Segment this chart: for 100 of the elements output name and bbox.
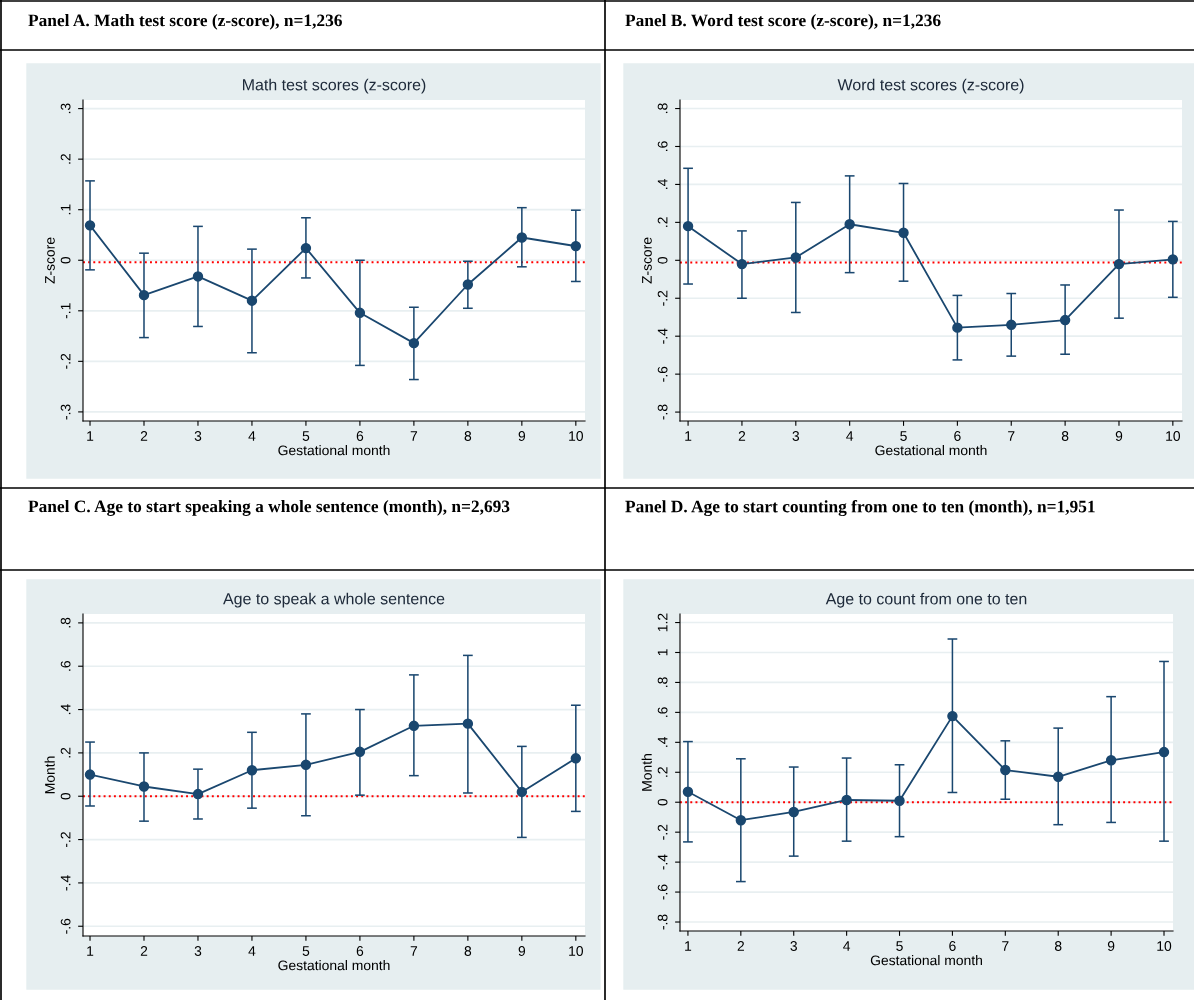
x-tick-label: 10 (569, 431, 584, 441)
point (952, 322, 963, 333)
y-tick-label: .2 (60, 154, 71, 164)
y-tick-label: -.2 (60, 353, 71, 369)
x-tick-label: 8 (464, 946, 472, 956)
x-tick-label: 1 (87, 946, 94, 956)
x-tick-label: 9 (1107, 941, 1115, 951)
point (570, 240, 582, 252)
point (84, 220, 96, 231)
x-tick-label: 8 (464, 431, 472, 441)
point (246, 295, 258, 306)
x-tick-label: 5 (302, 946, 310, 956)
y-axis-title: Month (44, 756, 55, 794)
x-tick-label: 6 (954, 431, 961, 441)
x-tick-label: 10 (1157, 941, 1172, 951)
y-tick-label: 0 (657, 256, 668, 264)
x-tick-label: 1 (87, 431, 94, 441)
x-tick-label: 8 (1061, 431, 1069, 441)
y-tick-label: .2 (657, 767, 668, 777)
point (192, 271, 204, 282)
point (788, 806, 799, 818)
x-tick-label: 6 (949, 941, 956, 951)
y-tick-label: -.4 (657, 854, 668, 870)
point (138, 781, 150, 792)
point (790, 252, 802, 263)
point (898, 227, 909, 239)
chart-subtitle: Math test scores (z-score) (243, 78, 426, 94)
y-tick-label: -.8 (657, 914, 668, 930)
x-tick-label: 3 (790, 941, 797, 951)
x-tick-label: 7 (1008, 431, 1015, 441)
x-tick-label: 2 (140, 946, 148, 956)
point (192, 788, 204, 800)
y-tick-label: -.6 (60, 918, 71, 934)
y-axis-title: Z-score (45, 237, 55, 284)
y-tick-label: 1 (657, 649, 668, 656)
point (1053, 771, 1064, 782)
y-tick-label: 1.2 (657, 613, 668, 632)
x-tick-label: 3 (792, 431, 800, 441)
point (354, 307, 366, 319)
x-tick-label: 3 (194, 946, 202, 956)
y-axis-title: Month (641, 754, 652, 791)
x-tick-label: 10 (1166, 431, 1181, 441)
y-tick-label: -.6 (657, 884, 668, 900)
chart-subtitle: Word test scores (z-score) (837, 78, 1024, 94)
y-tick-label: 0 (60, 792, 71, 800)
point (841, 794, 852, 806)
x-axis-title: Gestational month (278, 445, 390, 456)
point (894, 795, 905, 806)
chart-title: Panel A. Math test score (z-score), n=1,236 (28, 14, 342, 30)
x-axis-title: Gestational month (278, 960, 390, 971)
x-tick-label: 3 (194, 431, 202, 441)
y-tick-label: -.4 (60, 875, 71, 891)
chart-subtitle: Age to count from one to ten (825, 592, 1027, 608)
point (682, 220, 694, 232)
chart-title: Panel D. Age to start counting from one to ten (month), n=1,951 (625, 500, 1095, 517)
x-tick-label: 9 (518, 946, 526, 956)
point (1158, 746, 1170, 758)
x-tick-label: 2 (737, 941, 744, 951)
x-tick-label: 4 (248, 431, 256, 441)
x-tick-label: 5 (900, 431, 907, 441)
point (516, 786, 528, 798)
y-tick-label: -.2 (657, 290, 668, 306)
x-tick-label: 7 (1002, 941, 1009, 951)
y-tick-label: .2 (657, 217, 668, 227)
x-tick-label: 9 (518, 431, 526, 441)
y-tick-label: 0 (657, 798, 668, 806)
y-tick-label: .4 (657, 736, 668, 747)
y-tick-label: .8 (657, 103, 668, 114)
y-tick-label: .8 (60, 617, 71, 628)
x-tick-label: 1 (685, 941, 692, 951)
point (246, 765, 258, 776)
x-tick-label: 6 (356, 431, 364, 441)
x-tick-label: 7 (410, 431, 418, 441)
point (408, 337, 420, 349)
y-tick-label: .1 (60, 204, 71, 215)
y-tick-label: -.6 (657, 366, 668, 382)
y-tick-label: .6 (60, 661, 71, 671)
point (516, 232, 528, 243)
y-tick-label: .2 (60, 747, 71, 758)
point (354, 746, 366, 758)
x-tick-label: 7 (410, 946, 418, 956)
x-tick-label: 10 (569, 946, 584, 956)
y-axis-title: Z-score (642, 237, 652, 284)
point (570, 753, 582, 764)
x-tick-label: 4 (843, 941, 851, 951)
point (84, 769, 96, 780)
chart-title: Panel B. Word test score (z-score), n=1,236 (625, 14, 941, 30)
x-tick-label: 2 (738, 431, 746, 441)
point (736, 258, 748, 270)
point (844, 219, 855, 230)
x-tick-label: 1 (685, 431, 692, 441)
x-tick-label: 6 (356, 946, 364, 956)
x-tick-label: 5 (896, 941, 903, 951)
point (1167, 254, 1179, 265)
x-axis-title: Gestational month (875, 445, 987, 456)
y-tick-label: .3 (60, 103, 71, 114)
x-axis-title: Gestational month (870, 955, 982, 966)
point (1000, 764, 1011, 776)
point (947, 710, 958, 722)
y-tick-label: .6 (657, 707, 668, 717)
